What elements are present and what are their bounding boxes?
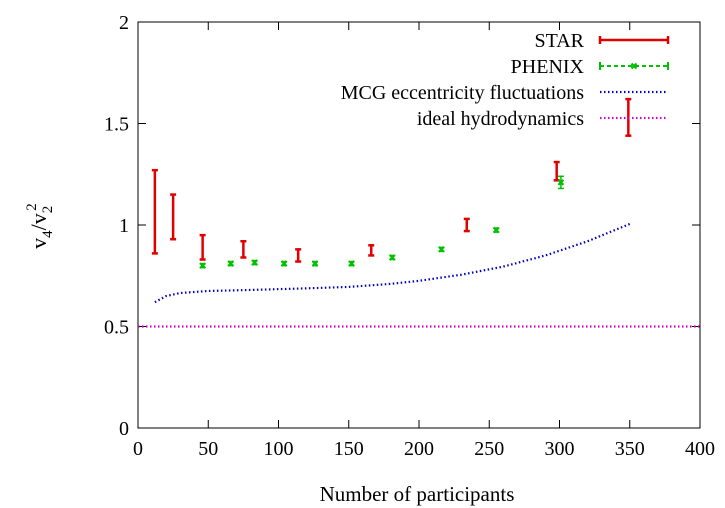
data-point: [463, 217, 470, 233]
legend-entry: MCG eccentricity fluctuations: [341, 82, 668, 104]
x-tick-label: 300: [545, 438, 575, 460]
marker-stroke: [311, 260, 319, 267]
data-point: [389, 254, 396, 261]
data-point: [199, 262, 206, 269]
x-tick-label: 50: [198, 438, 218, 460]
data-point: [295, 248, 302, 263]
legend-label: STAR: [534, 30, 584, 52]
y-tick-label: 1.5: [104, 114, 129, 136]
data-point: [227, 260, 235, 267]
y-tick-label: 2: [119, 12, 129, 34]
marker-stroke: [389, 254, 396, 261]
marker-stroke: [227, 260, 235, 267]
marker-stroke: [348, 260, 355, 267]
data-point: [170, 193, 177, 241]
axis-ticks: 0 50 100 150 200 250 300 350 400 0 0.5 1 1.5 2: [104, 12, 715, 460]
svg-text:v4/v22: v4/v22: [24, 203, 56, 249]
y-label-sup: 2: [24, 203, 40, 211]
x-axis-label: Number of participants: [320, 482, 515, 506]
x-tick-label: 250: [474, 438, 504, 460]
legend-label: MCG eccentricity fluctuations: [341, 82, 584, 104]
x-tick-label: 100: [264, 438, 294, 460]
data-point: [557, 179, 565, 186]
y-label-base: v: [26, 238, 51, 249]
series-layer: [138, 97, 700, 328]
y-tick-label: 0.5: [104, 317, 129, 339]
x-tick-label: 350: [615, 438, 645, 460]
x-tick-label: 200: [404, 438, 434, 460]
data-point: [251, 259, 258, 266]
y-tick-label: 1: [119, 215, 129, 237]
series-phenix: [199, 175, 565, 269]
y-label-sub2: 2: [40, 206, 56, 214]
marker-stroke: [630, 62, 638, 70]
series-line-mcg-eccentricity-fluctuations: [154, 222, 631, 304]
y-axis-label: v4/v22: [24, 203, 56, 249]
data-point: [553, 160, 560, 182]
x-tick-label: 0: [133, 438, 143, 460]
marker-stroke: [199, 262, 206, 269]
data-point: [492, 226, 500, 234]
marker-stroke: [280, 260, 288, 267]
y-label-sub1: 4: [40, 230, 56, 238]
marker-stroke: [557, 179, 565, 186]
data-point: [280, 260, 288, 267]
x-tick-label: 400: [685, 438, 715, 460]
marker-stroke: [438, 246, 445, 253]
x-tick-label: 150: [334, 438, 364, 460]
series-star: [151, 97, 632, 263]
data-point: [348, 260, 355, 267]
legend-entry: ideal hydrodynamics: [417, 108, 668, 130]
marker-stroke: [492, 226, 500, 234]
data-point: [240, 239, 247, 259]
data-point: [151, 168, 158, 255]
data-point: [311, 260, 319, 267]
data-point: [368, 244, 375, 257]
data-point: [199, 233, 206, 261]
y-label-slash: /v: [26, 213, 51, 230]
legend: STAR PHENIX MCG eccentricity fluctuations i…: [341, 30, 670, 130]
legend-sample-marker: [630, 62, 638, 70]
legend-label: ideal hydrodynamics: [417, 108, 584, 130]
legend-label: PHENIX: [511, 56, 585, 78]
legend-entry: STAR: [534, 30, 670, 52]
marker-stroke: [251, 259, 258, 266]
y-tick-label: 0: [119, 418, 129, 440]
data-point: [438, 246, 445, 253]
legend-entry: PHENIX: [511, 56, 669, 78]
